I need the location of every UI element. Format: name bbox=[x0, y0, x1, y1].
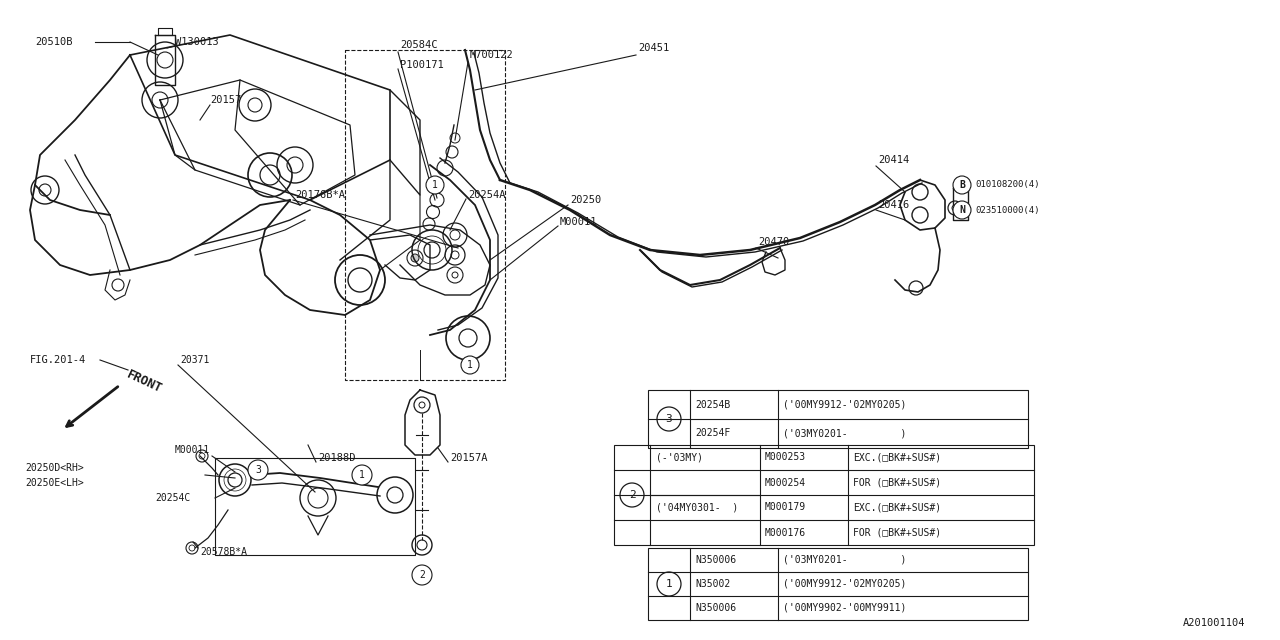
Text: 20157: 20157 bbox=[210, 95, 241, 105]
Text: 20254F: 20254F bbox=[695, 429, 731, 438]
Text: 20451: 20451 bbox=[637, 43, 669, 53]
Text: FOR (□BK#+SUS#): FOR (□BK#+SUS#) bbox=[852, 477, 941, 488]
Text: 1: 1 bbox=[666, 579, 672, 589]
Text: N35002: N35002 bbox=[695, 579, 731, 589]
Text: M000254: M000254 bbox=[765, 477, 806, 488]
Text: 20250: 20250 bbox=[570, 195, 602, 205]
Text: (-'03MY): (-'03MY) bbox=[657, 452, 703, 463]
Text: 023510000(4): 023510000(4) bbox=[975, 205, 1039, 214]
Text: 20176B*A: 20176B*A bbox=[294, 190, 346, 200]
Bar bbox=[648, 548, 1028, 620]
Text: N350006: N350006 bbox=[695, 555, 736, 565]
Text: 20416: 20416 bbox=[878, 200, 909, 210]
Text: 20371: 20371 bbox=[180, 355, 210, 365]
Text: 20578B*A: 20578B*A bbox=[200, 547, 247, 557]
Text: W130013: W130013 bbox=[175, 37, 219, 47]
Circle shape bbox=[248, 460, 268, 480]
Text: ('00MY9902-'00MY9911): ('00MY9902-'00MY9911) bbox=[783, 603, 906, 613]
Text: 20157A: 20157A bbox=[451, 453, 488, 463]
Text: 20254C: 20254C bbox=[155, 493, 191, 503]
Text: ('03MY0201-         ): ('03MY0201- ) bbox=[783, 429, 906, 438]
Text: P100171: P100171 bbox=[399, 60, 444, 70]
Text: M000253: M000253 bbox=[765, 452, 806, 463]
Text: FRONT: FRONT bbox=[125, 368, 165, 396]
Text: M700122: M700122 bbox=[470, 50, 513, 60]
Circle shape bbox=[657, 407, 681, 431]
Text: ('03MY0201-         ): ('03MY0201- ) bbox=[783, 555, 906, 565]
Text: 20584C: 20584C bbox=[399, 40, 438, 50]
Text: 3: 3 bbox=[666, 414, 672, 424]
Text: FIG.201-4: FIG.201-4 bbox=[29, 355, 86, 365]
Text: M00011: M00011 bbox=[175, 445, 210, 455]
Circle shape bbox=[461, 356, 479, 374]
Text: FOR (□BK#+SUS#): FOR (□BK#+SUS#) bbox=[852, 527, 941, 538]
Text: 20254B: 20254B bbox=[695, 399, 731, 410]
Text: N350006: N350006 bbox=[695, 603, 736, 613]
Circle shape bbox=[954, 201, 972, 219]
Bar bbox=[648, 390, 1028, 448]
Text: 3: 3 bbox=[255, 465, 261, 475]
Text: 1: 1 bbox=[433, 180, 438, 190]
Text: 20470: 20470 bbox=[758, 237, 790, 247]
Text: A201001104: A201001104 bbox=[1183, 618, 1245, 628]
Circle shape bbox=[954, 176, 972, 194]
Text: EXC.(□BK#+SUS#): EXC.(□BK#+SUS#) bbox=[852, 452, 941, 463]
Text: N: N bbox=[959, 205, 965, 215]
Text: 20250D<RH>: 20250D<RH> bbox=[26, 463, 83, 473]
Circle shape bbox=[352, 465, 372, 485]
Text: 010108200(4): 010108200(4) bbox=[975, 180, 1039, 189]
Circle shape bbox=[952, 205, 957, 211]
Text: 1: 1 bbox=[360, 470, 365, 480]
Text: 2: 2 bbox=[628, 490, 635, 500]
Circle shape bbox=[411, 254, 419, 262]
Bar bbox=[614, 445, 1034, 545]
Text: M000179: M000179 bbox=[765, 502, 806, 513]
Text: 20254A: 20254A bbox=[468, 190, 506, 200]
Text: M00011: M00011 bbox=[561, 217, 598, 227]
Text: ('04MY0301-  ): ('04MY0301- ) bbox=[657, 502, 739, 513]
Text: ('00MY9912-'02MY0205): ('00MY9912-'02MY0205) bbox=[783, 579, 906, 589]
Circle shape bbox=[412, 565, 433, 585]
Text: M000176: M000176 bbox=[765, 527, 806, 538]
Circle shape bbox=[657, 572, 681, 596]
Circle shape bbox=[620, 483, 644, 507]
Circle shape bbox=[426, 176, 444, 194]
Text: B: B bbox=[959, 180, 965, 190]
Text: 2: 2 bbox=[419, 570, 425, 580]
Text: 20188D: 20188D bbox=[317, 453, 356, 463]
Text: ('00MY9912-'02MY0205): ('00MY9912-'02MY0205) bbox=[783, 399, 906, 410]
Text: 20510B: 20510B bbox=[35, 37, 73, 47]
Text: EXC.(□BK#+SUS#): EXC.(□BK#+SUS#) bbox=[852, 502, 941, 513]
Text: 20414: 20414 bbox=[878, 155, 909, 165]
Text: 1: 1 bbox=[467, 360, 472, 370]
Text: 20250E<LH>: 20250E<LH> bbox=[26, 478, 83, 488]
